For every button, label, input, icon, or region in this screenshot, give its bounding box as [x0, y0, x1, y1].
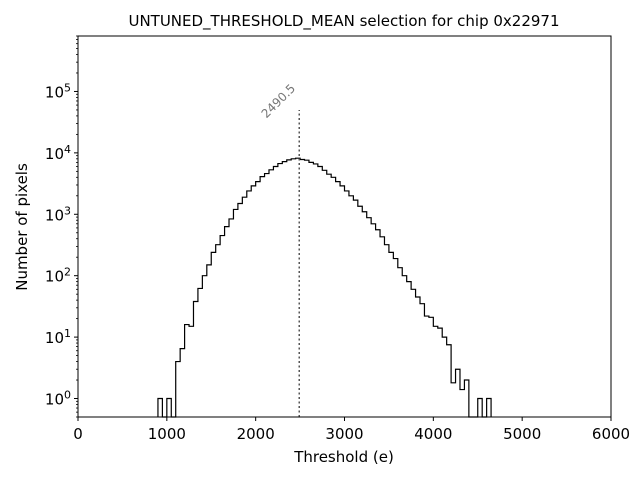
y-tick-label: 101 [45, 327, 71, 347]
chart-title: UNTUNED_THRESHOLD_MEAN selection for chi… [128, 12, 559, 31]
y-tick-label: 102 [45, 266, 71, 286]
threshold-marker-label: 2490.5 [259, 81, 299, 121]
x-axis-label: Threshold (e) [293, 448, 394, 466]
x-tick-label: 2000 [237, 425, 275, 443]
x-tick-label: 1000 [148, 425, 186, 443]
y-tick-label: 100 [45, 389, 71, 409]
y-tick-label: 105 [45, 81, 71, 101]
x-tick-label: 4000 [414, 425, 452, 443]
x-tick-label: 5000 [503, 425, 541, 443]
y-tick-label: 103 [45, 204, 71, 224]
x-tick-label: 6000 [592, 425, 630, 443]
plot-area: 2490.5 0 1000 2000 3000 4000 5000 6000 100 101 102… [45, 35, 630, 443]
y-tick-label: 104 [45, 143, 71, 163]
y-axis-label: Number of pixels [13, 163, 31, 291]
plot-frame [77, 35, 612, 418]
x-tick-label: 3000 [325, 425, 363, 443]
histogram-step [157, 157, 492, 418]
x-tick-label: 0 [73, 425, 83, 443]
